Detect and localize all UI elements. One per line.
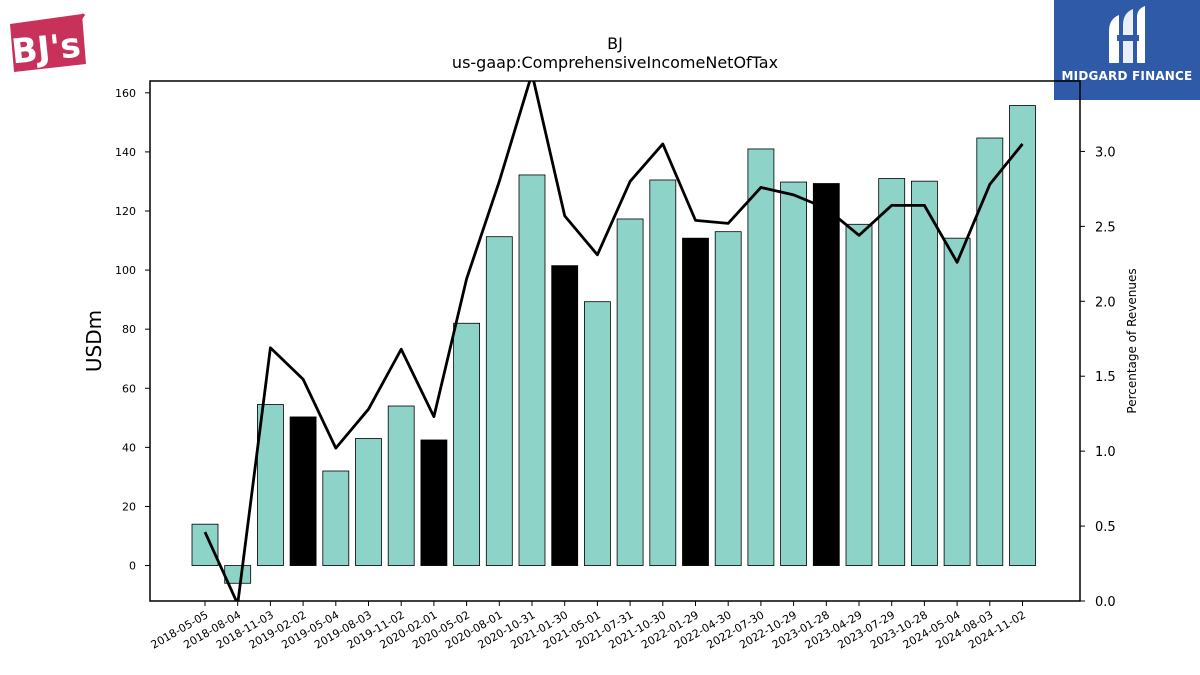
bar: [812, 183, 840, 566]
bar: [878, 178, 906, 566]
y-tick-label: 0: [129, 560, 136, 573]
bar: [780, 181, 807, 566]
bar: [191, 523, 219, 566]
y-tick-label: 80: [122, 323, 136, 336]
midgard-finance-logo: MIDGARD FINANCE: [1054, 0, 1200, 100]
y-tick-label: 140: [115, 146, 136, 159]
plot-frame: [149, 80, 1081, 602]
y-tick-label: 40: [122, 441, 136, 454]
bar: [976, 137, 1004, 566]
bar: [485, 236, 513, 566]
y-axis-label: USDm: [82, 310, 106, 372]
bar: [714, 231, 742, 566]
percentage-line: [203, 81, 1024, 601]
bar: [453, 322, 481, 566]
y-tick-label: 100: [115, 264, 136, 277]
y-tick-label: 20: [122, 500, 136, 513]
y-tick-label: 120: [115, 205, 136, 218]
y-tick-label: 160: [115, 87, 136, 100]
y2-tick-label: 0.0: [1095, 595, 1116, 610]
bars-layer: [191, 105, 1036, 584]
y2-axis-label: Percentage of Revenues: [1125, 268, 1139, 413]
bar: [649, 179, 677, 566]
bar: [518, 174, 546, 566]
bar: [584, 301, 611, 566]
y2-tick-label: 2.0: [1095, 295, 1116, 310]
chart-title: BJ: [607, 34, 623, 53]
bar: [1009, 105, 1036, 566]
midgard-emblem-icon: [1109, 6, 1145, 63]
svg-text:BJ's: BJ's: [10, 25, 83, 72]
bar: [256, 404, 284, 566]
chart-subtitle: us-gaap:ComprehensiveIncomeNetOfTax: [452, 53, 778, 72]
bjs-logo: BJ's: [10, 13, 86, 73]
y2-tick-label: 1.0: [1095, 445, 1116, 460]
bar: [355, 438, 382, 566]
y2-tick-label: 0.5: [1095, 520, 1116, 535]
bar: [845, 223, 873, 566]
bar: [289, 416, 317, 566]
y2-tick-label: 2.5: [1095, 220, 1116, 235]
right-axis: 0.0 0.5 1.0 1.5 2.0 2.5 3.0: [1080, 145, 1116, 610]
y2-tick-label: 1.5: [1095, 370, 1116, 385]
bar: [682, 237, 709, 566]
left-axis: 0 20 40 60 80 100 120 140 160: [115, 87, 150, 573]
bar: [420, 439, 448, 566]
bar: [616, 218, 644, 566]
y2-tick-label: 3.0: [1095, 145, 1116, 160]
line-layer: [203, 81, 1024, 601]
bar: [387, 405, 415, 566]
bar: [747, 148, 775, 566]
midgard-brand-name: MIDGARD FINANCE: [1061, 69, 1193, 83]
bar: [551, 265, 579, 566]
bar: [943, 237, 971, 566]
bar: [911, 180, 938, 566]
y-tick-label: 60: [122, 382, 136, 395]
bar: [322, 470, 350, 566]
x-axis: 2018-05-052018-08-042018-11-032019-02-02…: [149, 601, 1028, 652]
